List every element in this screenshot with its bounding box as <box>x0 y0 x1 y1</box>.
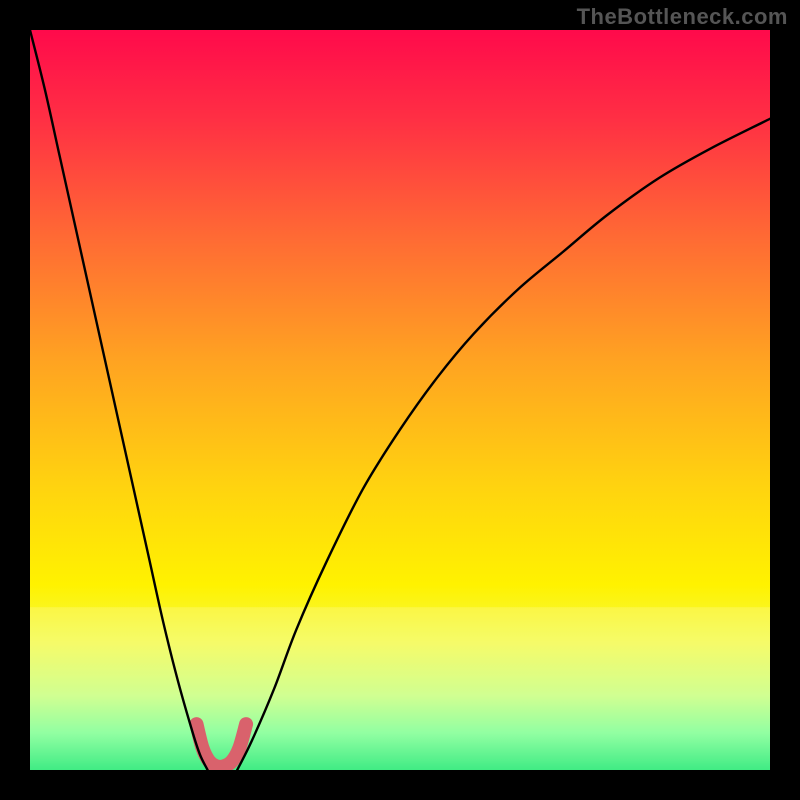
highlight-band <box>30 607 770 770</box>
chart-root: TheBottleneck.com <box>0 0 800 800</box>
plot-svg <box>30 30 770 770</box>
watermark-text: TheBottleneck.com <box>577 4 788 30</box>
plot-area <box>30 30 770 770</box>
